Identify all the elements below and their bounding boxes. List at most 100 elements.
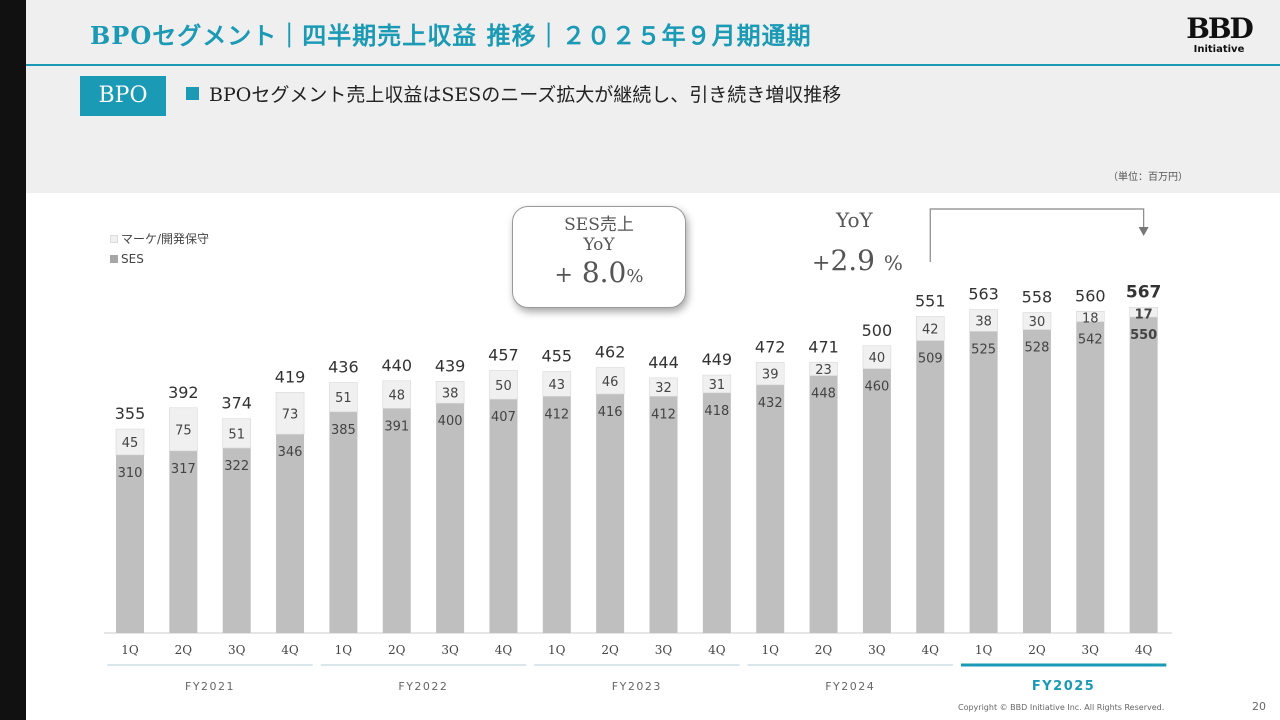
bar-marketing-12 [702, 374, 732, 394]
headline-text: BPOセグメント売上収益はSESのニーズ拡大が継続し、引き続き増収推移 [209, 84, 842, 106]
label-total-4: 419 [275, 367, 306, 386]
bar-ses-1 [116, 454, 144, 633]
label-marketing-4: 73 [282, 407, 299, 422]
label-total-15: 500 [862, 321, 893, 340]
header-band [26, 0, 1280, 193]
label-total-13: 472 [755, 337, 786, 356]
tick-label-2: 2Q [175, 643, 193, 657]
label-ses-17: 525 [971, 342, 996, 357]
bar-ses-16 [916, 340, 945, 633]
tick-label-8: 4Q [495, 643, 513, 657]
bar-marketing-6 [382, 380, 412, 409]
yoy-number: 2.9 [830, 244, 875, 277]
tick-label-12: 4Q [708, 643, 726, 657]
label-total-20: 567 [1126, 282, 1162, 302]
label-marketing-20: 17 [1135, 307, 1153, 322]
yoy-prefix: + [812, 251, 831, 276]
label-ses-15: 460 [864, 380, 889, 395]
bar-ses-7 [436, 403, 465, 633]
bar-ses-10 [596, 394, 625, 633]
tick-label-9: 1Q [548, 643, 566, 657]
tick-label-10: 2Q [601, 643, 619, 657]
tick-label-15: 3Q [868, 643, 886, 657]
legend-label-ses: SES [121, 252, 144, 266]
bar-ses-3 [222, 448, 251, 633]
label-total-17: 563 [968, 285, 999, 304]
callout-line1: SES売上 [564, 215, 634, 235]
label-total-16: 551 [915, 291, 946, 310]
label-marketing-10: 46 [602, 375, 619, 390]
label-ses-3: 322 [224, 459, 249, 474]
legend-item-marketing: マーケ/開発保守 [110, 229, 209, 249]
bar-ses-14 [809, 375, 838, 633]
label-ses-8: 407 [491, 410, 516, 425]
bar-ses-19 [1076, 321, 1105, 633]
label-marketing-18: 30 [1029, 315, 1046, 330]
slide-title: BPOセグメント｜四半期売上収益 推移｜２０２５年９月期通期 [90, 21, 812, 50]
label-ses-19: 542 [1078, 333, 1103, 348]
label-marketing-19: 18 [1082, 311, 1099, 326]
label-ses-20: 550 [1130, 328, 1157, 343]
bar-marketing-14 [809, 362, 838, 376]
logo-sub-text: Initiative [1193, 44, 1245, 55]
bar-marketing-16 [915, 316, 945, 341]
company-logo: BBD Initiative [1184, 14, 1254, 62]
label-ses-4: 346 [278, 445, 303, 460]
callout-value: + 8.0% [513, 255, 685, 295]
label-marketing-12: 31 [709, 378, 726, 393]
tick-label-5: 1Q [335, 643, 353, 657]
unit-note: （単位：百万円） [1108, 172, 1188, 183]
bar-marketing-18 [1022, 312, 1052, 330]
legend-label-marketing: マーケ/開発保守 [121, 232, 210, 246]
bar-marketing-7 [435, 381, 465, 404]
bar-ses-6 [382, 408, 411, 633]
label-marketing-15: 40 [869, 351, 886, 366]
label-ses-6: 391 [384, 419, 409, 434]
bar-ses-11 [649, 396, 678, 633]
legend-swatch-ses [110, 255, 118, 263]
group-label-5: FY2025 [1032, 679, 1095, 694]
label-total-5: 436 [328, 358, 359, 377]
label-ses-12: 418 [704, 404, 729, 419]
bar-marketing-19 [1076, 310, 1105, 322]
label-marketing-16: 42 [922, 323, 939, 338]
bar-marketing-5 [329, 382, 358, 413]
bar-marketing-8 [489, 370, 518, 400]
label-total-18: 558 [1022, 287, 1053, 306]
label-total-19: 560 [1075, 286, 1106, 305]
label-ses-16: 509 [918, 352, 943, 367]
tick-label-18: 2Q [1028, 643, 1046, 657]
callout-number: 8.0 [581, 256, 627, 289]
tick-label-20: 4Q [1135, 643, 1153, 657]
tick-label-16: 4Q [922, 643, 940, 657]
bar-ses-20 [1129, 317, 1158, 633]
title-rule [26, 64, 1280, 66]
bar-ses-17 [969, 331, 998, 633]
yoy-label: YoY [836, 208, 873, 232]
logo-main-text: BBD [1186, 12, 1254, 45]
bar-ses-4 [276, 434, 305, 633]
label-total-3: 374 [221, 394, 252, 413]
label-ses-13: 432 [758, 396, 783, 411]
bar-marketing-2 [169, 407, 198, 452]
bar-ses-12 [702, 392, 731, 633]
tick-label-14: 2Q [815, 643, 833, 657]
bar-ses-15 [862, 368, 891, 633]
bar-marketing-9 [542, 371, 572, 397]
label-ses-2: 317 [171, 462, 196, 477]
label-ses-18: 528 [1025, 341, 1050, 356]
label-total-9: 455 [542, 347, 573, 366]
chart-legend: マーケ/開発保守 SES [110, 229, 209, 269]
callout-prefix: + [554, 263, 573, 288]
bar-marketing-4 [275, 391, 305, 435]
page-number: 20 [1252, 700, 1266, 713]
label-marketing-7: 38 [442, 386, 459, 401]
left-accent-bar [0, 0, 26, 720]
bar-ses-13 [756, 384, 785, 633]
label-marketing-14: 23 [815, 363, 832, 378]
label-total-6: 440 [381, 356, 412, 375]
label-marketing-9: 43 [549, 378, 566, 393]
label-marketing-8: 50 [495, 379, 512, 394]
bullet-square-icon [186, 87, 199, 100]
